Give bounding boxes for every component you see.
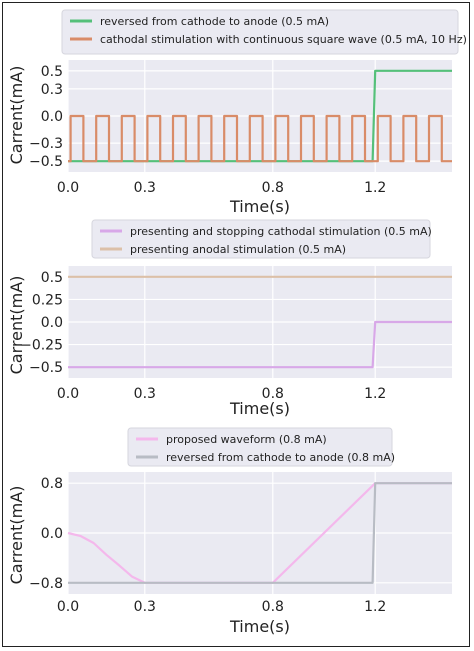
x-tick-label: 0.3 xyxy=(134,180,156,196)
legend-box xyxy=(127,427,393,467)
x-tick-label: 0.8 xyxy=(262,599,284,615)
y-tick-label: 0.25 xyxy=(32,292,63,308)
y-tick-label: −0.8 xyxy=(29,576,63,592)
x-axis-label: Time(s) xyxy=(229,617,290,636)
y-axis-label: Carrent(mA) xyxy=(7,276,26,375)
legend: presenting and stopping cathodal stimula… xyxy=(91,219,432,259)
legend: reversed from cathode to anode (0.5 mA) c… xyxy=(61,9,467,55)
figure-frame xyxy=(2,2,470,647)
y-tick-label: 0.0 xyxy=(41,526,63,542)
series-line-1 xyxy=(68,320,452,369)
x-tick-label: 0.3 xyxy=(134,599,156,615)
y-tick-label: −0.3 xyxy=(29,136,63,152)
x-tick-label: 0.3 xyxy=(134,386,156,402)
x-tick-label: 0.8 xyxy=(262,180,284,196)
x-tick-label: 0.0 xyxy=(57,180,79,196)
y-tick-label: 0.3 xyxy=(41,82,63,98)
y-tick-label: 0.5 xyxy=(41,270,63,286)
x-tick-label: 0.8 xyxy=(262,386,284,402)
y-tick-label: 0.8 xyxy=(41,476,63,492)
x-tick-label: 1.2 xyxy=(364,180,386,196)
legend-box xyxy=(61,9,459,55)
legend-label: cathodal stimulation with continuous squ… xyxy=(100,33,467,46)
x-tick-label: 0.0 xyxy=(57,599,79,615)
x-tick-label: 1.2 xyxy=(364,386,386,402)
series-line-2 xyxy=(68,114,452,163)
x-axis-label: Time(s) xyxy=(229,197,290,216)
x-tick-label: 0.0 xyxy=(57,386,79,402)
y-axis-label: Carrent(mA) xyxy=(7,486,26,585)
legend-label: proposed waveform (0.8 mA) xyxy=(166,433,327,446)
y-tick-label: 0.0 xyxy=(41,109,63,125)
legend: proposed waveform (0.8 mA) reversed from … xyxy=(127,427,395,467)
x-tick-label: 1.2 xyxy=(364,599,386,615)
series-line-2 xyxy=(68,482,452,584)
legend-label: presenting and stopping cathodal stimula… xyxy=(130,225,432,238)
legend-box xyxy=(91,219,431,259)
y-axis-label: Carrent(mA) xyxy=(7,66,26,165)
y-tick-label: −0.5 xyxy=(29,154,63,170)
y-tick-label: 0.5 xyxy=(41,64,63,80)
series-line-1 xyxy=(67,482,452,584)
legend-label: presenting anodal stimulation (0.5 mA) xyxy=(130,243,346,256)
chart-2: 0.0 0.3 0.8 1.2 0.5 0.25 0.0 −0.25 −0.5 Time(s) Ca… xyxy=(7,219,452,418)
chart-1: 0.0 0.3 0.8 1.2 0.5 0.3 0.0 −0.3 −0.5 Time(s) Carr… xyxy=(7,9,467,216)
legend-label: reversed from cathode to anode (0.5 mA) xyxy=(100,15,329,28)
y-tick-label: −0.25 xyxy=(20,338,63,354)
x-axis-label: Time(s) xyxy=(229,399,290,418)
y-tick-label: −0.5 xyxy=(29,360,63,376)
legend-label: reversed from cathode to anode (0.8 mA) xyxy=(166,451,395,464)
chart-3: 0.0 0.3 0.8 1.2 0.8 0.0 −0.8 Time(s) Carrent(mA)… xyxy=(7,427,452,636)
y-tick-label: 0.0 xyxy=(41,315,63,331)
